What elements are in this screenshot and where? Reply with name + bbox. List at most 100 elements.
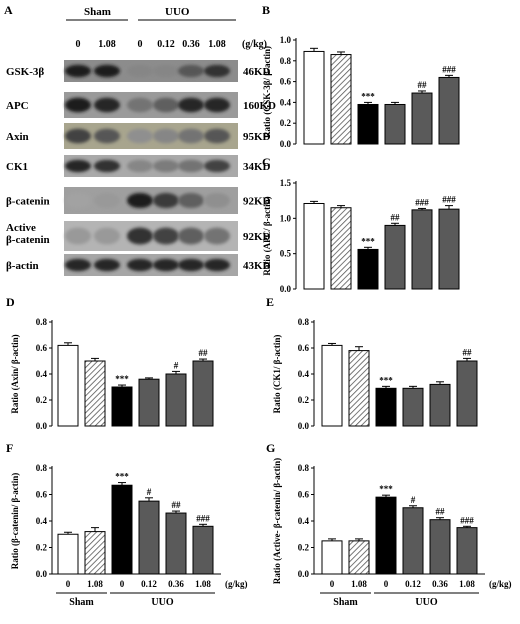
significance-label: ## xyxy=(418,80,428,90)
significance-label: ### xyxy=(460,515,474,525)
y-axis-label: Ratio (GSK-3β/ β-actin) xyxy=(262,46,272,138)
blot-band xyxy=(127,97,153,113)
bar xyxy=(303,202,325,290)
blot-size-label: 46KD xyxy=(243,66,271,78)
y-tick-label: 0.0 xyxy=(280,284,292,294)
bar xyxy=(438,208,460,290)
significance-label: *** xyxy=(379,375,393,385)
blot-band xyxy=(127,258,153,272)
x-tick-label: 0 xyxy=(384,579,389,589)
blot-dose-unit: (g/kg) xyxy=(242,39,267,50)
blot-band xyxy=(204,128,230,144)
bar xyxy=(384,224,406,290)
blot-band xyxy=(204,192,230,209)
y-tick-label: 0.6 xyxy=(280,77,292,87)
y-tick-label: 0.6 xyxy=(36,343,48,353)
bar xyxy=(375,387,397,427)
bar xyxy=(357,248,379,290)
bar xyxy=(456,360,478,427)
blot-band xyxy=(65,227,91,245)
x-unit-label: (g/kg) xyxy=(225,579,248,589)
y-tick-label: 0.4 xyxy=(36,369,48,379)
significance-label: ## xyxy=(172,500,182,510)
group-label-uuo: UUO xyxy=(151,597,173,608)
blot-band xyxy=(153,159,179,173)
bar xyxy=(411,92,433,145)
x-tick-label: 0 xyxy=(66,579,71,589)
blot-band xyxy=(204,97,230,113)
blot-band xyxy=(204,258,230,272)
y-tick-label: 0.8 xyxy=(280,56,292,66)
x-tick-label: 0.36 xyxy=(168,579,184,589)
group-label-sham: Sham xyxy=(333,597,358,608)
bar xyxy=(321,540,343,575)
blot-band xyxy=(65,159,91,173)
bar xyxy=(321,344,343,427)
x-tick-label: 1.08 xyxy=(459,579,475,589)
bar xyxy=(375,496,397,575)
y-tick-label: 0.0 xyxy=(280,139,292,149)
blot-row-label: Axin xyxy=(6,131,29,143)
significance-label: *** xyxy=(115,472,129,482)
blot-band xyxy=(65,192,91,209)
blot-band xyxy=(94,128,120,144)
blot-band xyxy=(94,97,120,113)
blot-band xyxy=(178,192,204,209)
x-tick-label: 0 xyxy=(330,579,335,589)
group-label-sham: Sham xyxy=(69,597,94,608)
y-tick-label: 1.0 xyxy=(280,35,292,45)
blot-row-label: β-catenin xyxy=(6,196,50,208)
y-tick-label: 0.4 xyxy=(298,516,310,526)
blot-band xyxy=(153,258,179,272)
panel-letter: B xyxy=(262,3,270,17)
chart-panel-d: D 0.0 0.2 0.4 0.6 0.8 Ratio (Axin/ β-actin) ***… xyxy=(6,295,214,431)
y-tick-label: 0.0 xyxy=(36,569,48,579)
blot-row-label: CK1 xyxy=(6,161,28,173)
y-axis-label: Ratio (APC/ β-actin) xyxy=(262,196,272,275)
significance-label: ### xyxy=(442,195,456,205)
bar xyxy=(138,500,160,575)
y-tick-label: 0.0 xyxy=(298,421,310,431)
y-tick-label: 0.2 xyxy=(36,543,48,553)
panel-letter-a: A xyxy=(4,3,13,17)
significance-label: # xyxy=(174,360,179,370)
blot-dose-label: 0 xyxy=(76,39,81,50)
bar xyxy=(330,207,352,290)
blot-row-label: APC xyxy=(6,100,29,112)
blot-dose-label: 0.36 xyxy=(182,39,200,50)
y-tick-label: 1.5 xyxy=(280,178,292,188)
y-tick-label: 0.6 xyxy=(36,490,48,500)
y-axis-label: Ratio (CK1/ β-actin) xyxy=(272,335,282,414)
chart-panel-g: G 0.0 0.2 0.4 0.6 0.8 Ratio (Active- β-catenin… xyxy=(266,441,512,608)
blot-band xyxy=(65,64,91,78)
bar xyxy=(138,378,160,427)
blot-band xyxy=(178,97,204,113)
bar-charts: B 0.0 0.2 0.4 0.6 0.8 1.0 Ratio (GSK-3β/ β-acti… xyxy=(6,3,512,608)
bar xyxy=(429,519,451,575)
blot-group-sham: Sham xyxy=(84,6,111,18)
significance-label: *** xyxy=(115,374,129,384)
bar xyxy=(348,350,370,427)
blot-band xyxy=(153,97,179,113)
bar xyxy=(456,527,478,575)
y-tick-label: 0.5 xyxy=(280,249,292,259)
significance-label: *** xyxy=(379,484,393,494)
blot-band xyxy=(178,258,204,272)
y-tick-label: 0.4 xyxy=(298,369,310,379)
x-tick-label: 0.12 xyxy=(405,579,421,589)
bar xyxy=(348,540,370,575)
western-blot-panel: A Sham UUO (g/kg) 0 1.08 0 0.12 0.36 1.08 GSK… xyxy=(4,3,276,276)
bar xyxy=(330,54,352,145)
chart-panel-b: B 0.0 0.2 0.4 0.6 0.8 1.0 Ratio (GSK-3β/ β-acti… xyxy=(262,3,460,149)
blot-band xyxy=(153,227,179,245)
bar xyxy=(438,76,460,145)
panel-letter: D xyxy=(6,295,15,309)
significance-label: ### xyxy=(196,513,210,523)
bar xyxy=(357,103,379,145)
significance-label: *** xyxy=(361,91,375,101)
bar xyxy=(57,533,79,575)
y-tick-label: 0.6 xyxy=(298,343,310,353)
significance-label: ## xyxy=(199,348,209,358)
panel-letter: G xyxy=(266,441,275,455)
blot-dose-label: 1.08 xyxy=(98,39,116,50)
